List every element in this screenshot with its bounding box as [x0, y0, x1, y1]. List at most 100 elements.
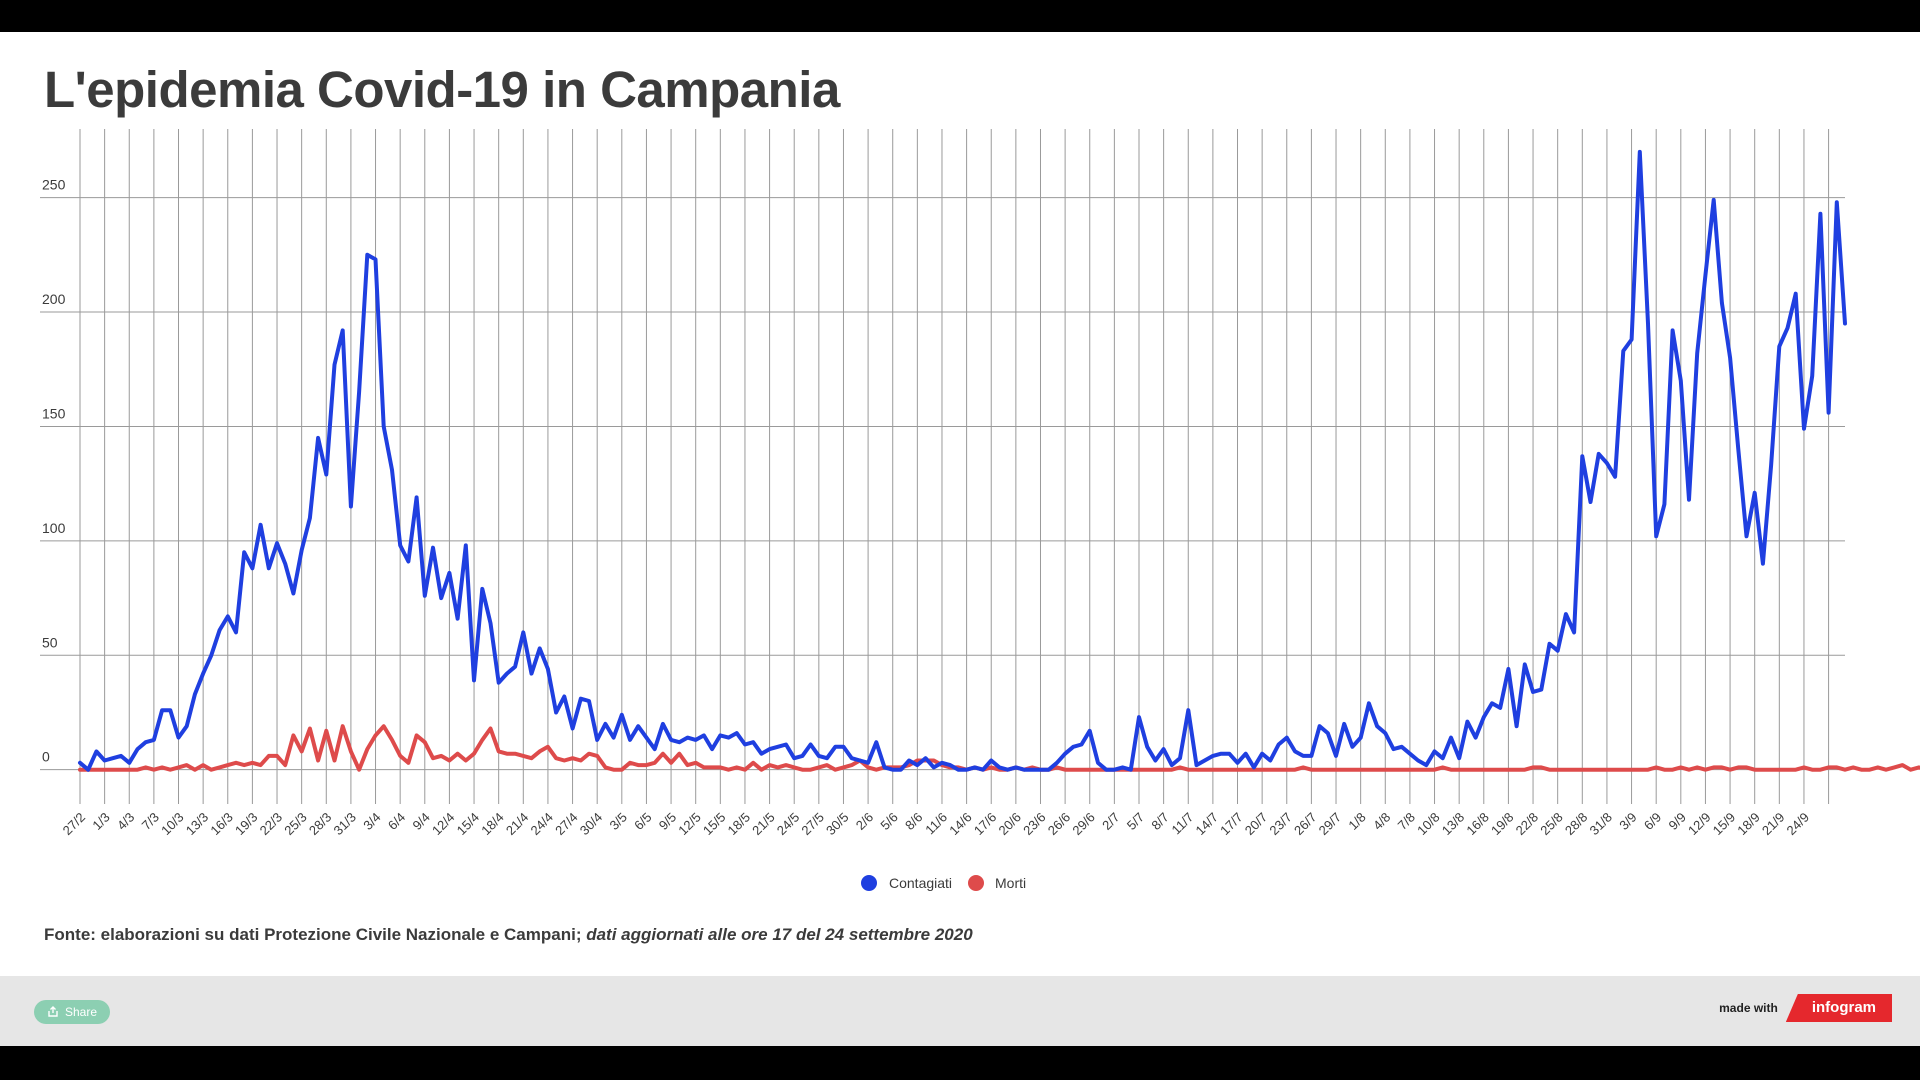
- legend-label-morti: Morti: [995, 875, 1026, 891]
- x-tick-label: 2/7: [1099, 810, 1122, 833]
- x-tick-label: 19/3: [232, 810, 261, 839]
- x-tick-label: 21/4: [503, 810, 532, 839]
- y-tick-label: 100: [42, 520, 66, 536]
- legend-label-contagiati: Contagiati: [889, 875, 952, 891]
- x-tick-label: 13/8: [1439, 810, 1468, 839]
- made-with-badge[interactable]: made with infogram: [1719, 994, 1892, 1022]
- horizontal-grid: [40, 197, 1845, 771]
- x-tick-label: 5/6: [877, 810, 900, 833]
- x-tick-label: 15/5: [700, 810, 729, 839]
- x-tick-label: 12/9: [1685, 810, 1714, 839]
- infogram-logo[interactable]: infogram: [1785, 994, 1892, 1022]
- x-tick-label: 2/6: [853, 810, 876, 833]
- source-note: Fonte: elaborazioni su dati Protezione C…: [44, 925, 973, 945]
- x-tick-label: 15/9: [1710, 810, 1739, 839]
- legend-item-morti[interactable]: Morti: [968, 875, 1026, 891]
- x-tick-label: 30/5: [823, 810, 852, 839]
- x-tick-label: 10/3: [158, 810, 187, 839]
- source-text: Fonte: elaborazioni su dati Protezione C…: [44, 925, 582, 944]
- legend-marker-contagiati: [861, 875, 877, 891]
- x-tick-label: 8/6: [902, 810, 925, 833]
- x-tick-label: 28/8: [1562, 810, 1591, 839]
- vertical-grid: [79, 129, 1830, 804]
- x-tick-label: 31/8: [1587, 810, 1616, 839]
- x-tick-label: 24/5: [774, 810, 803, 839]
- x-tick-label: 18/4: [478, 810, 507, 839]
- x-tick-label: 3/9: [1616, 810, 1639, 833]
- x-tick-label: 22/8: [1513, 810, 1542, 839]
- x-tick-label: 1/8: [1345, 810, 1368, 833]
- y-tick-label: 150: [42, 405, 66, 421]
- source-update-note: dati aggiornati alle ore 17 del 24 sette…: [586, 925, 973, 944]
- x-tick-label: 19/8: [1488, 810, 1517, 839]
- x-tick-label: 8/7: [1148, 810, 1171, 833]
- bottom-letterbox-bar: [0, 1046, 1920, 1080]
- infographic-card: L'epidemia Covid-19 in Campania 0 50 100 15…: [0, 32, 1920, 976]
- x-tick-label: 30/4: [577, 810, 606, 839]
- made-with-label: made with: [1719, 1001, 1778, 1015]
- share-icon: [48, 1006, 58, 1017]
- x-tick-label: 4/3: [114, 810, 137, 833]
- x-tick-label: 1/3: [89, 810, 112, 833]
- x-tick-label: 29/7: [1316, 810, 1345, 839]
- x-tick-label: 20/7: [1242, 810, 1271, 839]
- x-tick-label: 6/5: [631, 810, 654, 833]
- x-tick-label: 26/6: [1045, 810, 1074, 839]
- chart-title: L'epidemia Covid-19 in Campania: [44, 61, 840, 118]
- x-tick-label: 18/5: [725, 810, 754, 839]
- series-lines: [78, 149, 1920, 772]
- x-tick-label: 14/6: [946, 810, 975, 839]
- x-tick-label: 11/6: [922, 810, 950, 838]
- x-tick-label: 23/6: [1020, 810, 1049, 839]
- x-tick-label: 25/8: [1537, 810, 1566, 839]
- x-tick-label: 3/5: [607, 810, 630, 833]
- y-tick-label: 250: [42, 177, 66, 193]
- x-tick-label: 24/4: [528, 810, 557, 839]
- x-tick-label: 29/6: [1069, 810, 1098, 839]
- y-axis-labels: 0 50 100 150 200 250: [42, 177, 66, 765]
- x-tick-label: 12/4: [429, 810, 458, 839]
- y-tick-label: 50: [42, 634, 58, 650]
- x-tick-label: 10/8: [1414, 810, 1443, 839]
- x-tick-label: 14/7: [1192, 810, 1221, 839]
- x-tick-label: 9/4: [410, 810, 433, 833]
- x-tick-label: 5/7: [1124, 810, 1147, 833]
- x-tick-label: 6/4: [385, 810, 408, 833]
- x-tick-label: 21/9: [1759, 810, 1788, 839]
- x-tick-label: 18/9: [1734, 810, 1763, 839]
- y-tick-label: 0: [42, 749, 50, 765]
- x-tick-label: 26/7: [1291, 810, 1320, 839]
- footer-bar: Share made with infogram: [0, 976, 1920, 1046]
- x-tick-label: 21/5: [749, 810, 778, 839]
- x-tick-label: 27/4: [552, 810, 581, 839]
- share-button[interactable]: Share: [34, 1000, 110, 1024]
- x-tick-label: 9/9: [1666, 810, 1689, 833]
- x-tick-label: 16/8: [1463, 810, 1492, 839]
- x-tick-label: 16/3: [207, 810, 236, 839]
- y-tick-label: 200: [42, 291, 66, 307]
- x-tick-label: 27/5: [798, 810, 827, 839]
- x-tick-label: 31/3: [331, 810, 360, 839]
- x-tick-label: 25/3: [281, 810, 310, 839]
- x-axis-labels: 27/2 1/3 4/3 7/310/313/316/319/322/325/328/…: [60, 810, 1812, 839]
- x-tick-label: 28/3: [306, 810, 335, 839]
- x-tick-label: 20/6: [995, 810, 1024, 839]
- series-line-contagiati[interactable]: [78, 149, 1847, 772]
- legend-item-contagiati[interactable]: Contagiati: [861, 875, 952, 891]
- x-tick-label: 4/8: [1370, 810, 1393, 833]
- x-tick-label: 15/4: [454, 810, 483, 839]
- legend-marker-morti: [968, 875, 984, 891]
- top-letterbox-bar: [0, 0, 1920, 32]
- x-tick-label: 22/3: [257, 810, 286, 839]
- legend: Contagiati Morti: [861, 875, 1026, 891]
- x-tick-label: 23/7: [1266, 810, 1295, 839]
- x-tick-label: 11/7: [1169, 810, 1197, 838]
- series-line-morti[interactable]: [78, 724, 1920, 772]
- x-tick-label: 27/2: [60, 810, 89, 839]
- x-tick-label: 7/3: [139, 810, 162, 833]
- x-tick-label: 3/4: [360, 810, 383, 833]
- share-label: Share: [64, 1005, 98, 1019]
- x-tick-label: 17/7: [1217, 810, 1246, 839]
- x-tick-label: 12/5: [675, 810, 704, 839]
- x-tick-label: 9/5: [656, 810, 679, 833]
